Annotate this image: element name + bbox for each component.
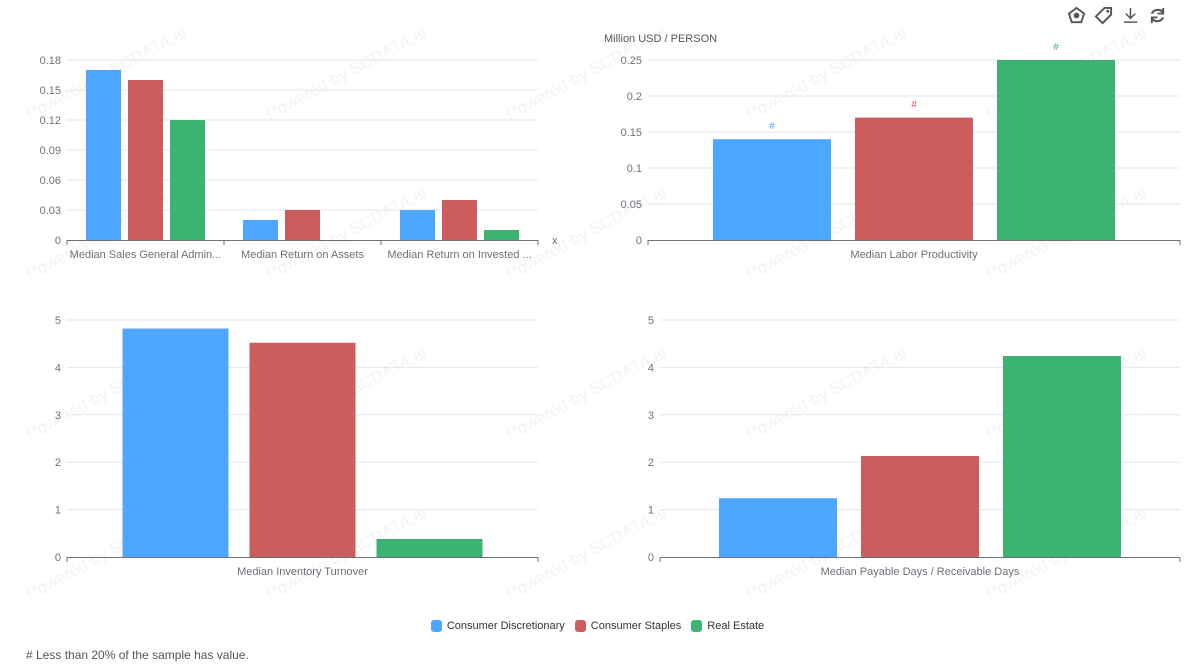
watermark: Powered by SCDATA.ai — [263, 23, 430, 124]
y-tick-label: 0.2 — [627, 91, 642, 103]
bar — [86, 70, 121, 240]
y-axis-unit: Million USD / PERSON — [604, 33, 717, 45]
bar — [713, 139, 831, 240]
tag-icon[interactable] — [1094, 6, 1113, 25]
y-tick-label: 3 — [648, 410, 654, 422]
bar-label: # — [911, 100, 917, 111]
legend-item-real-estate[interactable]: Real Estate — [691, 620, 764, 632]
bar — [484, 230, 519, 240]
bar — [122, 328, 229, 557]
y-tick-label: 2 — [55, 457, 61, 469]
bar — [170, 120, 205, 240]
category-label: Median Sales General Admin... — [70, 249, 222, 261]
x-axis-name: x — [552, 235, 558, 247]
y-tick-label: 0 — [55, 235, 61, 247]
y-tick-label: 0 — [648, 552, 654, 564]
category-label: Median Payable Days / Receivable Days — [821, 566, 1020, 578]
bar — [400, 210, 435, 240]
y-tick-label: 0.12 — [40, 115, 61, 127]
chart-type-icon[interactable] — [1067, 6, 1086, 25]
y-tick-label: 3 — [55, 410, 61, 422]
watermark: Powered by SCDATA.ai — [743, 343, 910, 444]
bar — [997, 60, 1115, 240]
bar-label: # — [769, 121, 775, 132]
y-tick-label: 0.05 — [621, 199, 642, 211]
y-tick-label: 0 — [55, 552, 61, 564]
category-label: Median Return on Assets — [241, 249, 364, 261]
y-tick-label: 0.06 — [40, 175, 61, 187]
legend-label: Real Estate — [707, 620, 765, 632]
category-label: Median Inventory Turnover — [237, 566, 368, 578]
legend: Consumer Discretionary Consumer Staples … — [0, 620, 1195, 632]
y-tick-label: 0.09 — [40, 145, 61, 157]
bar-label: # — [1053, 42, 1059, 53]
legend-label: Consumer Staples — [590, 620, 682, 632]
footnote: # Less than 20% of the sample has value. — [26, 648, 249, 662]
bar — [285, 210, 320, 240]
chart-toolbar — [1067, 6, 1167, 25]
y-tick-label: 2 — [648, 457, 654, 469]
watermark: Powered by SCDATA.ai — [503, 503, 670, 604]
bar — [1003, 356, 1121, 557]
y-tick-label: 0.1 — [627, 163, 642, 175]
bar — [128, 80, 163, 240]
legend-swatch — [574, 620, 586, 632]
bar — [376, 538, 483, 557]
refresh-icon[interactable] — [1148, 6, 1167, 25]
category-label: Median Return on Invested ... — [387, 249, 531, 261]
y-tick-label: 4 — [55, 362, 61, 374]
bar — [442, 200, 477, 240]
y-tick-label: 1 — [55, 505, 61, 517]
legend-swatch — [430, 620, 442, 632]
y-tick-label: 1 — [648, 505, 654, 517]
bar — [249, 342, 356, 557]
category-label: Median Labor Productivity — [850, 249, 978, 261]
bar — [855, 117, 973, 240]
y-tick-label: 0.25 — [621, 55, 642, 67]
bar — [719, 498, 837, 557]
y-tick-label: 0.15 — [621, 127, 642, 139]
y-tick-label: 4 — [648, 362, 654, 374]
legend-item-consumer-discretionary[interactable]: Consumer Discretionary — [430, 620, 565, 632]
legend-label: Consumer Discretionary — [446, 620, 565, 632]
y-tick-label: 0 — [636, 235, 642, 247]
y-tick-label: 0.03 — [40, 205, 61, 217]
bar — [861, 456, 979, 557]
download-icon[interactable] — [1121, 6, 1140, 25]
y-tick-label: 5 — [648, 315, 654, 327]
watermark: Powered by SCDATA.ai — [503, 343, 670, 444]
bar — [243, 220, 278, 240]
legend-item-consumer-staples[interactable]: Consumer Staples — [574, 620, 682, 632]
legend-swatch — [691, 620, 703, 632]
y-tick-label: 0.15 — [40, 85, 61, 97]
y-tick-label: 5 — [55, 315, 61, 327]
watermark: Powered by SCDATA.ai — [503, 183, 670, 284]
y-tick-label: 0.18 — [40, 55, 61, 67]
watermark: Powered by SCDATA.ai — [743, 23, 910, 124]
